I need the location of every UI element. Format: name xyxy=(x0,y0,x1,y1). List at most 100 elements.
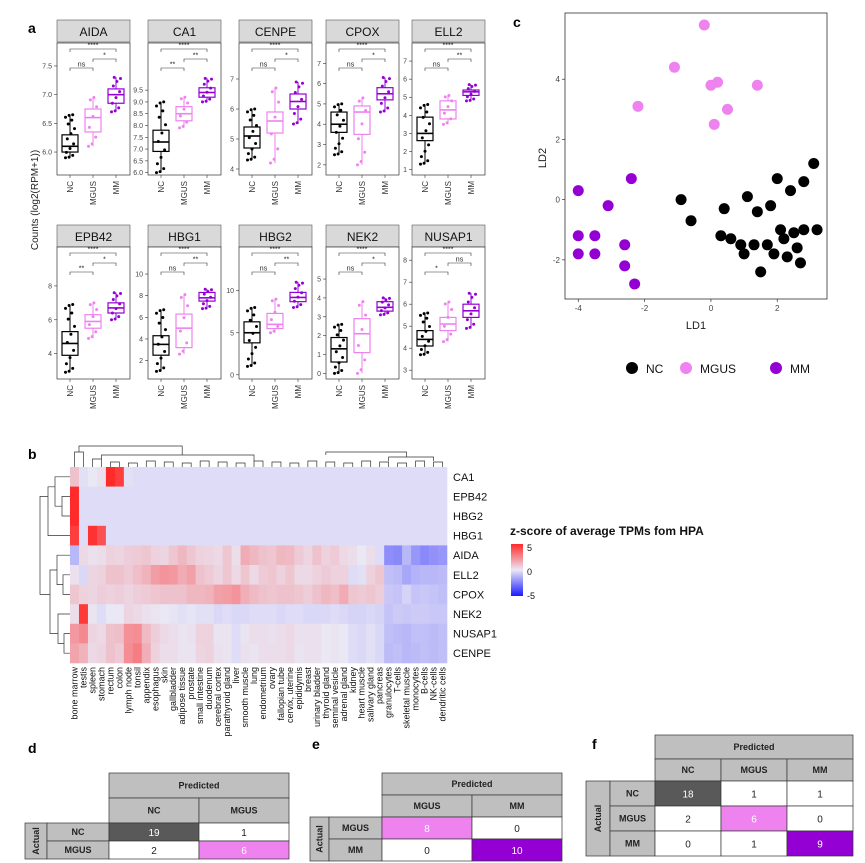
data-point xyxy=(428,324,431,328)
heatmap-cell xyxy=(384,545,394,566)
heatmap-cell xyxy=(384,584,394,605)
panel-letter-c: c xyxy=(513,14,521,30)
heatmap-cell xyxy=(312,525,322,546)
data-point xyxy=(95,308,99,312)
heatmap-cell xyxy=(87,604,98,625)
scatter-point-mm xyxy=(572,185,584,197)
sig-label: * xyxy=(103,53,106,60)
heatmap-cell xyxy=(240,486,250,507)
data-point xyxy=(465,326,468,330)
data-point xyxy=(357,99,361,103)
heatmap-cell xyxy=(186,643,196,664)
heatmap-cell xyxy=(150,525,161,546)
data-point xyxy=(71,113,75,117)
heatmap-cell xyxy=(438,643,448,664)
heatmap-cell xyxy=(204,467,214,487)
panel-a-ylabel: Counts (log2(RPM+1)) xyxy=(30,150,41,250)
data-point xyxy=(73,324,76,328)
data-point xyxy=(252,313,256,317)
cm-col-label: MM xyxy=(813,765,828,775)
scatter-point-nc xyxy=(781,251,793,263)
data-point xyxy=(356,371,359,375)
data-point xyxy=(388,296,391,300)
heatmap-cell xyxy=(321,467,331,487)
heatmap-cell xyxy=(303,506,313,527)
heatmap-cell xyxy=(168,467,179,487)
heatmap-col-label: testis xyxy=(78,667,88,689)
y-tick-label: 4 xyxy=(403,113,407,120)
data-point xyxy=(442,122,445,126)
y-tick-label: 6 xyxy=(139,315,143,322)
heatmap-cell xyxy=(312,506,322,527)
y-tick-label: 8.0 xyxy=(133,123,143,130)
colorbar-tick-label: -5 xyxy=(527,591,535,601)
heatmap-cell xyxy=(249,545,259,566)
heatmap-cell xyxy=(87,506,98,527)
sig-label: * xyxy=(372,257,375,264)
box-mgus xyxy=(266,111,284,134)
data-point xyxy=(297,283,301,287)
y-tick-label: 0 xyxy=(230,372,234,379)
cm-col-label: MGUS xyxy=(231,806,258,816)
cm-cell-value: 18 xyxy=(682,790,694,801)
heatmap-cell xyxy=(312,565,322,585)
heatmap-cell xyxy=(159,643,170,664)
heatmap-cell xyxy=(285,604,295,625)
heatmap-cell xyxy=(276,506,286,527)
heatmap-cell xyxy=(150,565,161,585)
data-point xyxy=(473,306,477,310)
legend-label-nc: NC xyxy=(646,362,664,376)
heatmap-cell xyxy=(186,604,196,625)
heatmap-cell xyxy=(204,545,214,566)
heatmap-cell xyxy=(303,525,313,546)
heatmap-col-label: adipose tissue xyxy=(177,667,187,725)
legend-swatch-nc xyxy=(626,362,638,374)
heatmap-col-label: appendix xyxy=(141,667,151,704)
heatmap-cell xyxy=(222,467,232,487)
heatmap-cell xyxy=(87,486,98,507)
dendrogram-branch xyxy=(217,461,228,467)
heatmap-col-label: gallbladder xyxy=(168,667,178,711)
heatmap-cell xyxy=(195,565,205,585)
dendrogram-branch xyxy=(271,461,282,467)
data-point xyxy=(203,76,207,80)
heatmap-row-label: CA1 xyxy=(453,472,474,484)
y-tick-label: 3 xyxy=(317,142,321,149)
data-point xyxy=(87,125,91,129)
data-point xyxy=(292,306,295,310)
x-tick-label: NC xyxy=(335,181,344,193)
heatmap-cell xyxy=(78,486,89,507)
data-point xyxy=(419,348,423,352)
y-tick-label: 6.5 xyxy=(42,121,52,128)
data-point xyxy=(251,331,255,335)
heatmap-cell xyxy=(132,623,143,644)
data-point xyxy=(253,107,257,111)
cm-row-header xyxy=(609,830,656,857)
data-point xyxy=(246,357,250,361)
heatmap-cell xyxy=(114,525,125,546)
data-point xyxy=(295,305,299,309)
heatmap-cell xyxy=(402,486,412,507)
heatmap-cell xyxy=(204,565,214,585)
heatmap-cell xyxy=(96,486,107,507)
heatmap-cell xyxy=(70,565,80,585)
scatter-point-nc xyxy=(794,257,806,269)
heatmap-cell xyxy=(429,565,439,585)
heatmap-cell xyxy=(123,623,134,644)
cm-cell-value: 2 xyxy=(151,846,157,857)
heatmap-cell xyxy=(402,467,412,487)
heatmap-cell xyxy=(186,525,196,546)
y-tick-label: 7.5 xyxy=(42,63,52,70)
sig-label: ns xyxy=(456,257,464,264)
heatmap-cell xyxy=(96,643,107,664)
data-point xyxy=(113,317,117,321)
data-point xyxy=(273,310,277,314)
data-point xyxy=(88,303,92,307)
panel-letter-a: a xyxy=(28,20,36,36)
data-point xyxy=(202,82,206,86)
data-point xyxy=(157,115,161,119)
data-point xyxy=(156,140,160,144)
heatmap-row-label: NUSAP1 xyxy=(453,629,497,641)
